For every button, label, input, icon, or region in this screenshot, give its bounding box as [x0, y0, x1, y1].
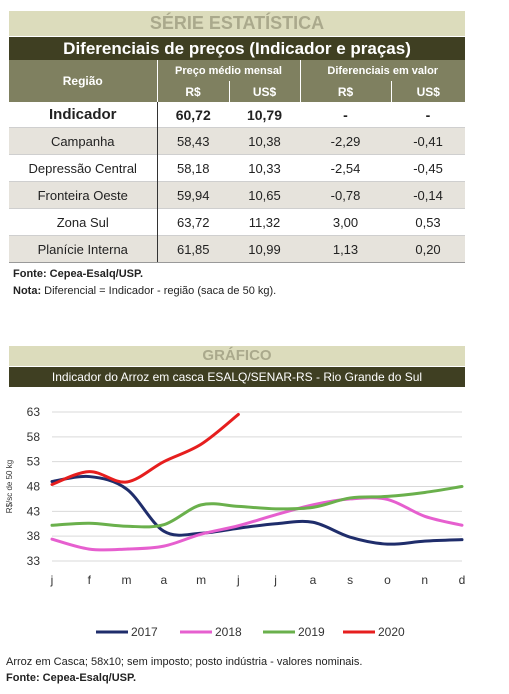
table-title: Diferenciais de preços (Indicador e praç…: [9, 37, 466, 60]
y-tick-label: 43: [27, 504, 41, 518]
price-brl-cell: 63,72: [157, 208, 229, 236]
footer-description: Arroz em Casca; 58x10; sem imposto; post…: [6, 656, 363, 668]
diff-usd-cell: -: [425, 106, 431, 123]
series-line-2019: [50, 485, 464, 529]
price-usd-cell: 10,99: [229, 235, 300, 263]
legend-label: 2020: [378, 625, 405, 639]
region-cell: Fronteira Oeste: [9, 181, 158, 209]
y-axis-label: R$/sc de 50 kg: [5, 460, 14, 513]
diff-usd-cell: -0,41: [391, 127, 466, 155]
price-brl-cell: 61,85: [157, 235, 229, 263]
price-usd-cell: 10,79: [246, 106, 283, 123]
y-tick-label: 38: [27, 529, 41, 543]
unit-diff-brl: R$: [299, 81, 391, 102]
table-row: Fronteira Oeste 59,94 10,65 -0,78 -0,14: [9, 181, 466, 209]
diff-usd-cell: -0,14: [391, 181, 466, 209]
region-cell: Campanha: [9, 127, 158, 155]
chart-title: Indicador do Arroz em casca ESALQ/SENAR-…: [9, 367, 465, 387]
y-tick-label: 53: [27, 455, 41, 469]
table-row: Planície Interna 61,85 10,99 1,13 0,20: [9, 235, 466, 263]
legend-label: 2018: [215, 625, 242, 639]
source-note: Fonte: Cepea-Esalq/USP.: [13, 268, 143, 280]
x-tick-label: n: [421, 573, 428, 587]
series-line-2018: [50, 496, 464, 552]
diff-brl-cell: 1,13: [300, 235, 391, 263]
nota-line: Nota: Diferencial = Indicador - região (…: [13, 285, 276, 297]
price-differential-table: Diferenciais de preços (Indicador e praç…: [9, 37, 466, 263]
unit-usd: US$: [228, 81, 300, 102]
series-line-2020: [50, 412, 240, 487]
table-row: Depressão Central 58,18 10,33 -2,54 -0,4…: [9, 154, 466, 182]
x-tick-label: a: [160, 573, 167, 587]
price-brl-cell: 58,18: [157, 154, 229, 182]
diff-brl-cell: -0,78: [300, 181, 391, 209]
line-chart: 63 58 53 48 43 38 33 j f m a m j j a s o n d R$/sc de 50 kg…: [5, 405, 465, 639]
grid-layer: [52, 411, 462, 562]
x-tick-label: d: [459, 573, 466, 587]
region-cell: Depressão Central: [9, 154, 158, 182]
price-usd-cell: 10,38: [229, 127, 300, 155]
source-label: Fonte: Cepea-Esalq/USP.: [13, 268, 143, 280]
x-tick-label: f: [88, 573, 92, 587]
x-tick-label: m: [196, 573, 206, 587]
serie-estatistica-banner: SÉRIE ESTATÍSTICA: [9, 11, 465, 36]
region-cell: Indicador: [9, 102, 158, 128]
col-group-price: Preço médio mensal: [156, 60, 300, 81]
footer-source: Fonte: Cepea-Esalq/USP.: [6, 672, 136, 684]
region-cell: Planície Interna: [9, 235, 158, 263]
grafico-banner: GRÁFICO: [9, 346, 465, 366]
series-line-2017: [50, 474, 464, 546]
unit-diff-usd: US$: [390, 81, 466, 102]
y-tick-label: 33: [27, 554, 41, 568]
price-brl-cell: 58,43: [157, 127, 229, 155]
col-header-region: Região: [9, 60, 157, 102]
legend-label: 2019: [298, 625, 325, 639]
diff-brl-cell: -2,54: [300, 154, 391, 182]
legend: 2017 2018 2019 2020: [96, 625, 405, 639]
col-group-diff: Diferenciais em valor: [299, 60, 466, 81]
series-layer: [50, 412, 464, 552]
price-usd-cell: 11,32: [229, 208, 300, 236]
x-tick-label: o: [384, 573, 391, 587]
diff-usd-cell: 0,53: [391, 208, 466, 236]
table-row: Zona Sul 63,72 11,32 3,00 0,53: [9, 208, 466, 236]
x-tick-label: j: [273, 573, 277, 587]
unit-brl: R$: [156, 81, 229, 102]
y-tick-label: 48: [27, 480, 41, 494]
diff-brl-cell: -2,29: [300, 127, 391, 155]
price-usd-cell: 10,33: [229, 154, 300, 182]
x-tick-label: s: [347, 573, 353, 587]
x-tick-label: m: [122, 573, 132, 587]
region-cell: Zona Sul: [9, 208, 158, 236]
price-brl-cell: 60,72: [175, 106, 211, 123]
table-row: Campanha 58,43 10,38 -2,29 -0,41: [9, 127, 466, 155]
x-tick-label: j: [236, 573, 240, 587]
price-usd-cell: 10,65: [229, 181, 300, 209]
diff-usd-cell: 0,20: [391, 235, 466, 263]
table-row-indicador: Indicador 60,72 10,79 - -: [9, 102, 465, 128]
y-tick-label: 63: [27, 405, 41, 419]
y-tick-label: 58: [27, 430, 41, 444]
diff-usd-cell: -0,45: [391, 154, 466, 182]
diff-brl-cell: 3,00: [300, 208, 391, 236]
nota-text: Diferencial = Indicador - região (saca d…: [41, 285, 277, 297]
x-tick-label: a: [310, 573, 317, 587]
axis-layer: 63 58 53 48 43 38 33 j f m a m j j a s o n d R$/sc de 50 kg: [5, 405, 465, 587]
x-tick-label: j: [50, 573, 54, 587]
price-brl-cell: 59,94: [157, 181, 229, 209]
nota-label: Nota:: [13, 285, 42, 297]
legend-label: 2017: [131, 625, 158, 639]
diff-brl-cell: -: [343, 106, 348, 123]
